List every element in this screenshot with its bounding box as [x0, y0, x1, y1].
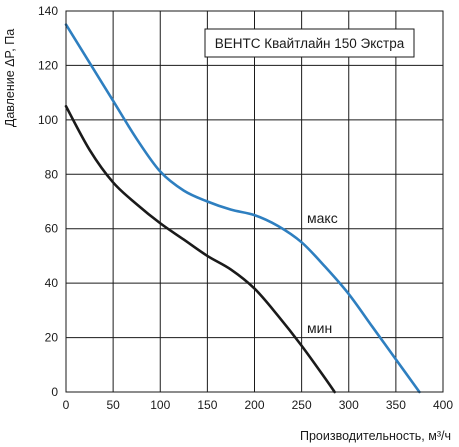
y-tick-label: 80 — [45, 167, 59, 181]
y-axis-label: Давление ΔP, Па — [3, 29, 17, 127]
x-tick-label: 350 — [386, 398, 406, 412]
curves — [64, 23, 421, 394]
y-tick-label: 140 — [38, 4, 58, 18]
x-tick-label: 200 — [244, 398, 264, 412]
x-tick-label: 50 — [106, 398, 120, 412]
y-tick-label: 0 — [51, 385, 58, 399]
x-tick-label: 150 — [197, 398, 217, 412]
x-tick-label: 400 — [433, 398, 453, 412]
title-box: ВЕНТС Квайтлайн 150 Экстра — [204, 28, 415, 58]
y-tick-label: 40 — [45, 276, 59, 290]
title-box-frame — [204, 28, 415, 58]
x-tick-label: 0 — [63, 398, 70, 412]
chart-title: ВЕНТС Квайтлайн 150 Экстра — [215, 36, 405, 51]
series-label-max: макс — [307, 210, 338, 226]
y-tick-label: 60 — [45, 222, 59, 236]
y-tick-label: 100 — [38, 113, 58, 127]
series-line-max — [64, 23, 421, 394]
series-label-min: мин — [307, 320, 332, 336]
x-axis-label: Производительность, м³/ч — [300, 429, 451, 443]
plot-frame — [65, 10, 444, 393]
x-tick-label: 300 — [339, 398, 359, 412]
y-tick-label: 20 — [45, 331, 59, 345]
tick-labels: 0 50 100 150 200 250 300 350 400 0 20 40 60 80 100 120 1… — [38, 4, 453, 412]
series-line-min — [64, 104, 336, 394]
x-tick-label: 100 — [150, 398, 170, 412]
grid — [66, 11, 443, 392]
y-tick-label: 120 — [38, 58, 58, 72]
x-tick-label: 250 — [292, 398, 312, 412]
